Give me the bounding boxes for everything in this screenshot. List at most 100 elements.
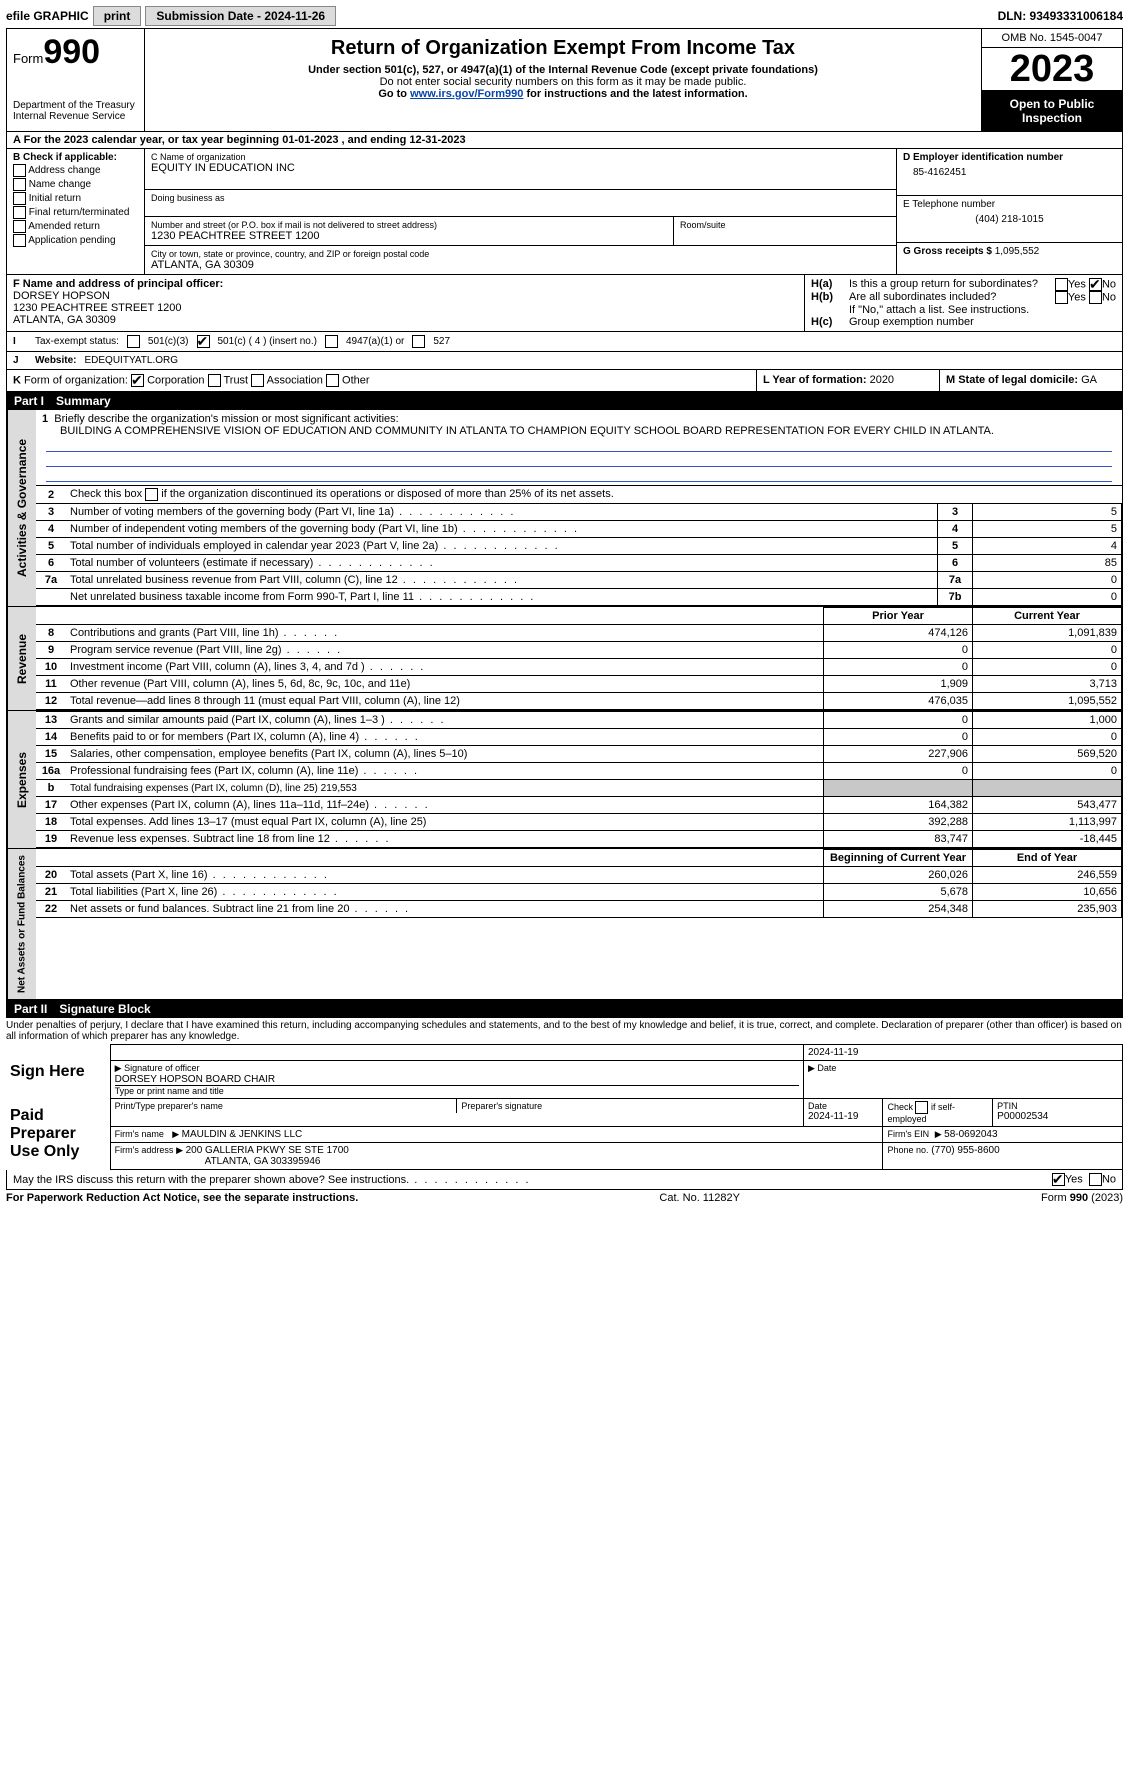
efile-label: efile GRAPHIC — [6, 9, 89, 23]
firm-phone-label: Phone no. — [887, 1145, 928, 1155]
sig-officer-label: Signature of officer — [115, 1063, 799, 1074]
ptin-label: PTIN — [997, 1101, 1118, 1111]
type-name-label: Type or print name and title — [115, 1085, 799, 1096]
form-header: Form990 Department of the Treasury Inter… — [6, 28, 1123, 392]
submission-date-button[interactable]: Submission Date - 2024-11-26 — [145, 6, 336, 26]
chk-irs-yes[interactable] — [1052, 1173, 1065, 1186]
l5: Total number of individuals employed in … — [70, 540, 560, 552]
mission-text: BUILDING A COMPREHENSIVE VISION OF EDUCA… — [42, 425, 1116, 437]
chk-irs-no[interactable] — [1089, 1173, 1102, 1186]
hb-yes-checkbox[interactable] — [1055, 291, 1068, 304]
ha-no-checkbox[interactable] — [1089, 278, 1102, 291]
goto-post: for instructions and the latest informat… — [523, 88, 747, 100]
hc-prefix: H(c) — [811, 316, 849, 328]
irs-label: Internal Revenue Service — [13, 111, 138, 122]
chk-501c3[interactable] — [127, 335, 140, 348]
firm-addr1: 200 GALLERIA PKWY SE STE 1700 — [176, 1145, 349, 1156]
section-f: F Name and address of principal officer:… — [7, 275, 804, 331]
chk-self-employed-text: Check if self-employed — [887, 1102, 955, 1124]
table-row: 16aProfessional fundraising fees (Part I… — [36, 763, 1122, 780]
blank-line — [46, 437, 1112, 452]
room-label: Room/suite — [680, 220, 890, 230]
may-irs-discuss: May the IRS discuss this return with the… — [13, 1174, 531, 1186]
prep-date: 2024-11-19 — [808, 1111, 878, 1122]
chk-application-pending[interactable]: Application pending — [13, 234, 138, 247]
part-1-header: Part I Summary — [6, 392, 1123, 410]
hb-text: Are all subordinates included? — [849, 291, 1055, 303]
tax-year: 2023 — [982, 48, 1122, 91]
f-label: F Name and address of principal officer: — [13, 278, 223, 290]
chk-final-return[interactable]: Final return/terminated — [13, 206, 138, 219]
top-bar: efile GRAPHIC print Submission Date - 20… — [6, 6, 1123, 26]
v7a: 0 — [973, 572, 1122, 589]
irs-link[interactable]: www.irs.gov/Form990 — [410, 88, 523, 100]
v3: 5 — [973, 504, 1122, 521]
form-word: Form — [13, 51, 43, 66]
l4: Number of independent voting members of … — [70, 523, 579, 535]
chk-amended-return[interactable]: Amended return — [13, 220, 138, 233]
dba-label: Doing business as — [151, 193, 890, 203]
table-row: 13Grants and similar amounts paid (Part … — [36, 712, 1122, 729]
chk-self-employed[interactable] — [915, 1101, 928, 1114]
prep-sig-label: Preparer's signature — [461, 1101, 799, 1111]
l6: Total number of volunteers (estimate if … — [70, 557, 435, 569]
l16b: Total fundraising expenses (Part IX, col… — [70, 783, 357, 794]
hb-prefix: H(b) — [811, 291, 849, 303]
v5: 4 — [973, 538, 1122, 555]
footer-mid: Cat. No. 11282Y — [659, 1192, 740, 1204]
signature-table: Sign Here 2024-11-19 Signature of office… — [6, 1044, 1123, 1170]
ha-text: Is this a group return for subordinates? — [849, 278, 1055, 290]
section-h: H(a) Is this a group return for subordin… — [804, 275, 1122, 331]
hdr-end: End of Year — [973, 850, 1122, 867]
chk-address-change[interactable]: Address change — [13, 164, 138, 177]
vtab-revenue: Revenue — [7, 607, 36, 710]
year-formation-label: L Year of formation: — [763, 374, 867, 386]
omb-number: OMB No. 1545-0047 — [982, 29, 1122, 48]
form-subtitle-3: Go to www.irs.gov/Form990 for instructio… — [151, 88, 975, 100]
firm-addr-label: Firm's address — [115, 1145, 174, 1155]
hb-no-checkbox[interactable] — [1089, 291, 1102, 304]
dept-treasury: Department of the Treasury — [13, 100, 138, 111]
part-2-header: Part II Signature Block — [6, 1000, 1123, 1018]
hdr-begin: Beginning of Current Year — [824, 850, 973, 867]
chk-discontinued[interactable] — [145, 488, 158, 501]
chk-corporation[interactable] — [131, 374, 144, 387]
chk-527[interactable] — [412, 335, 425, 348]
ein-value: 85-4162451 — [903, 163, 1116, 178]
officer-street: 1230 PEACHTREE STREET 1200 — [13, 302, 798, 314]
table-row: 10Investment income (Part VIII, column (… — [36, 659, 1122, 676]
print-button[interactable]: print — [93, 6, 142, 26]
gross-receipts-value: 1,095,552 — [995, 246, 1040, 257]
firm-ein-label: Firm's EIN — [887, 1129, 929, 1139]
v6: 85 — [973, 555, 1122, 572]
date-label: Date — [808, 1063, 1118, 1074]
perjury-text: Under penalties of perjury, I declare th… — [6, 1018, 1123, 1044]
chk-initial-return[interactable]: Initial return — [13, 192, 138, 205]
org-name: EQUITY IN EDUCATION INC — [151, 162, 890, 174]
city-value: ATLANTA, GA 30309 — [151, 259, 890, 271]
section-b: B Check if applicable: Address change Na… — [7, 149, 145, 274]
chk-other[interactable] — [326, 374, 339, 387]
chk-501c[interactable] — [197, 335, 210, 348]
firm-ein: 58-0692043 — [935, 1129, 998, 1140]
prep-name-label: Print/Type preparer's name — [115, 1101, 453, 1111]
chk-trust[interactable] — [208, 374, 221, 387]
chk-name-change[interactable]: Name change — [13, 178, 138, 191]
page-footer: For Paperwork Reduction Act Notice, see … — [6, 1192, 1123, 1204]
firm-name-label: Firm's name — [115, 1129, 164, 1139]
hc-text: Group exemption number — [849, 316, 974, 328]
hdr-curr: Current Year — [973, 608, 1122, 625]
part-1-label: Part I — [14, 394, 44, 408]
chk-association[interactable] — [251, 374, 264, 387]
blank-line — [46, 452, 1112, 467]
blank-line — [46, 467, 1112, 482]
form-subtitle-1: Under section 501(c), 527, or 4947(a)(1)… — [151, 64, 975, 76]
chk-4947[interactable] — [325, 335, 338, 348]
table-row: 8Contributions and grants (Part VIII, li… — [36, 625, 1122, 642]
table-row: 20Total assets (Part X, line 16)260,0262… — [36, 867, 1122, 884]
city-label: City or town, state or province, country… — [151, 249, 890, 259]
phone-label: E Telephone number — [903, 199, 1116, 210]
table-row: 17Other expenses (Part IX, column (A), l… — [36, 797, 1122, 814]
ha-yes-checkbox[interactable] — [1055, 278, 1068, 291]
tax-exempt-label: Tax-exempt status: — [35, 336, 119, 347]
